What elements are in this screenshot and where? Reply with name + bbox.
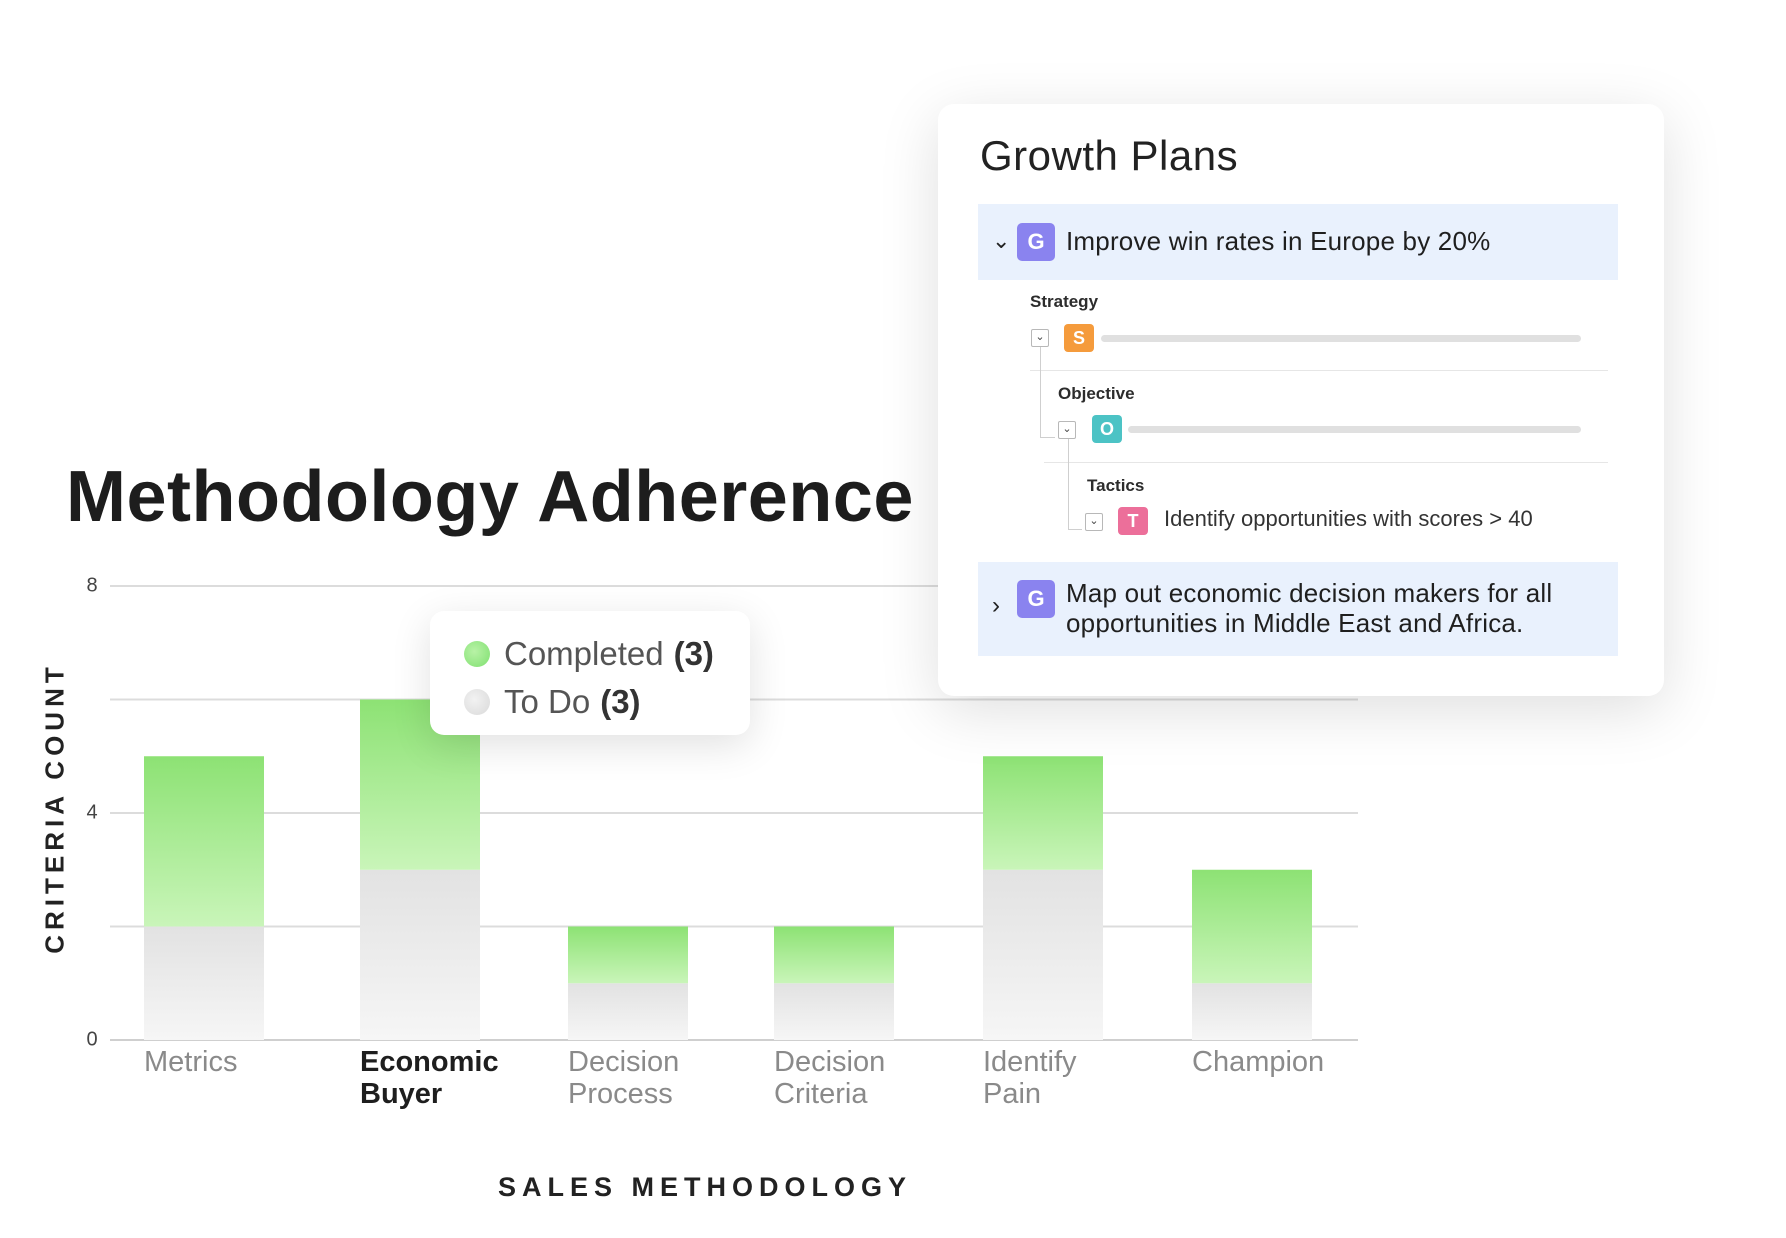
bar-todo[interactable] — [1192, 983, 1312, 1040]
goal-1-text: Improve win rates in Europe by 20% — [1066, 226, 1491, 256]
tactics-label: Tactics — [1087, 476, 1145, 495]
bar-todo[interactable] — [360, 869, 480, 1040]
strategy-label: Strategy — [1030, 292, 1099, 311]
x-tick-label: Champion — [1192, 1046, 1325, 1078]
bar-completed[interactable] — [144, 756, 264, 927]
tactic-collapse-icon[interactable]: ⌄ — [1085, 513, 1103, 531]
tooltip-completed-label: Completed — [504, 635, 664, 672]
tactic-badge-icon: T — [1118, 507, 1148, 535]
bar-completed[interactable] — [568, 926, 688, 984]
bar-completed[interactable] — [774, 926, 894, 984]
bar-todo[interactable] — [568, 983, 688, 1040]
tooltip-completed: Completed (3) — [464, 635, 714, 673]
goal-2-line-2: opportunities in Middle East and Africa. — [1066, 608, 1524, 638]
x-tick-label: Economic Buyer — [360, 1046, 499, 1110]
x-tick-label: Decision Process — [568, 1046, 680, 1110]
tooltip-todo-count: (3) — [600, 683, 641, 720]
panel-title: Growth Plans — [980, 132, 1239, 179]
chart-tooltip: Completed (3) To Do (3) — [430, 611, 750, 735]
strategy-collapse-icon[interactable]: ⌄ — [1031, 329, 1049, 347]
tooltip-completed-count: (3) — [673, 635, 714, 672]
y-axis-label: CRITERIA COUNT — [39, 662, 70, 954]
bar-todo[interactable] — [774, 983, 894, 1040]
tactic-text: Identify opportunities with scores > 40 — [1164, 506, 1533, 531]
tree-connector — [1040, 437, 1055, 438]
x-axis-label: SALES METHODOLOGY — [497, 1172, 913, 1202]
tree-connector — [1040, 347, 1041, 437]
todo-dot-icon — [464, 689, 490, 715]
y-tick-label: 4 — [86, 801, 98, 824]
bar-completed[interactable] — [1192, 869, 1312, 984]
strategy-badge-icon: S — [1064, 324, 1094, 352]
growth-plans-panel: Growth Plans ⌄ G Improve win rates in Eu… — [938, 104, 1664, 696]
objective-badge-icon: O — [1092, 415, 1122, 443]
divider — [1044, 462, 1608, 463]
bar-completed[interactable] — [983, 756, 1103, 870]
objective-collapse-icon[interactable]: ⌄ — [1058, 421, 1076, 439]
bar-todo[interactable] — [983, 869, 1103, 1040]
completed-dot-icon — [464, 641, 490, 667]
goal-2-text: Map out economic decision makers for all… — [1066, 578, 1552, 638]
goal-row-1[interactable]: ⌄ G Improve win rates in Europe by 20% — [978, 204, 1618, 280]
objective-label: Objective — [1058, 384, 1135, 403]
chart-title: Methodology Adherence — [66, 457, 914, 537]
tree-connector — [1068, 439, 1069, 529]
goal-badge-icon: G — [1017, 580, 1055, 618]
goal-badge-icon: G — [1017, 223, 1055, 261]
goal-2-line-1: Map out economic decision makers for all — [1066, 578, 1553, 608]
strategy-placeholder — [1101, 335, 1581, 342]
chevron-down-icon[interactable]: ⌄ — [992, 228, 1011, 253]
tooltip-todo-label: To Do — [504, 683, 591, 720]
x-tick-label: Metrics — [144, 1046, 238, 1078]
y-tick-label: 0 — [86, 1028, 98, 1051]
tree-connector — [1068, 529, 1082, 530]
x-tick-label: Identify Pain — [983, 1046, 1077, 1110]
tooltip-todo: To Do (3) — [464, 683, 641, 721]
objective-placeholder — [1128, 426, 1581, 433]
y-tick-label: 8 — [86, 574, 98, 597]
chevron-right-icon[interactable]: › — [992, 592, 1000, 619]
goal-row-2[interactable]: › G Map out economic decision makers for… — [978, 562, 1618, 656]
x-tick-label: Decision Criteria — [774, 1046, 886, 1110]
divider — [1030, 370, 1608, 371]
bar-todo[interactable] — [144, 926, 264, 1041]
